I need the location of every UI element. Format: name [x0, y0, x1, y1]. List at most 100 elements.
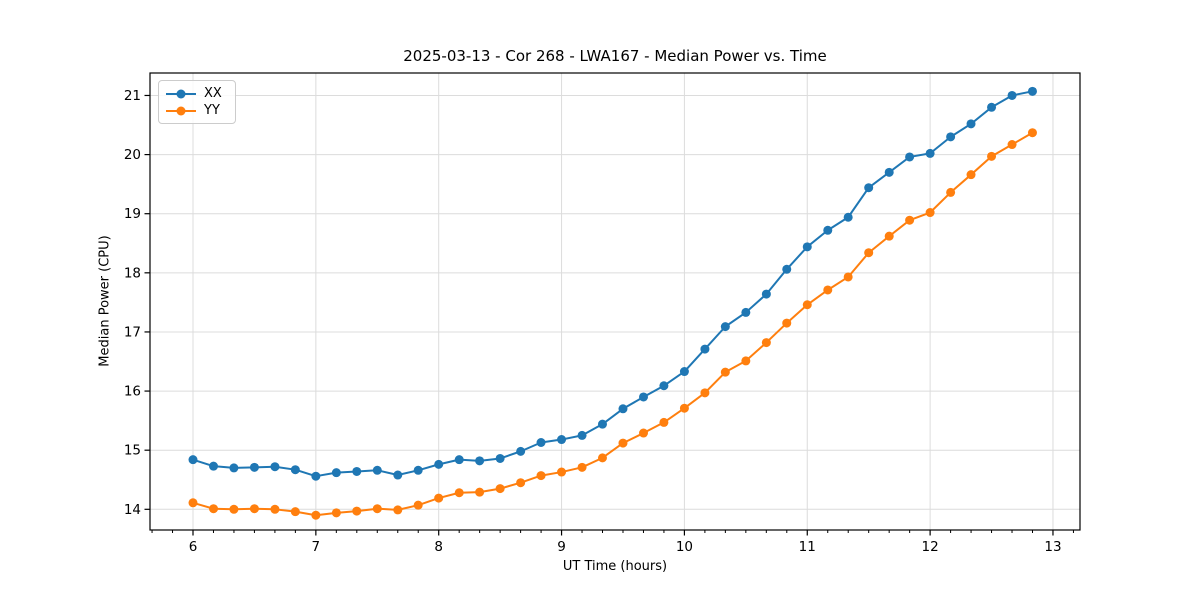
- y-tick-label: 21: [124, 88, 141, 104]
- data-point-yy: [454, 488, 464, 498]
- data-point-yy: [188, 498, 198, 508]
- legend-label-yy: YY: [204, 103, 220, 118]
- data-point-xx: [372, 465, 382, 475]
- data-point-xx: [393, 470, 403, 480]
- data-point-xx: [475, 456, 485, 466]
- data-point-xx: [761, 289, 771, 299]
- x-tick-label: 12: [922, 539, 939, 555]
- y-tick-label: 20: [124, 147, 141, 163]
- data-point-yy: [802, 300, 812, 310]
- data-point-yy: [618, 438, 628, 448]
- data-point-xx: [229, 463, 239, 473]
- data-point-yy: [270, 504, 280, 514]
- axes-spines: [149, 72, 1081, 531]
- data-point-yy: [393, 505, 403, 515]
- legend-item-yy: YY: [166, 102, 227, 119]
- data-point-yy: [577, 462, 587, 472]
- legend-line-marker-swatch: [166, 89, 196, 99]
- data-point-xx: [659, 381, 669, 391]
- legend: XX YY: [158, 80, 236, 124]
- x-tick-label: 9: [557, 539, 566, 555]
- y-tick-label: 19: [124, 206, 141, 222]
- x-tick-label: 11: [799, 539, 816, 555]
- data-point-yy: [741, 356, 751, 366]
- data-point-xx: [720, 322, 730, 332]
- data-point-xx: [311, 471, 321, 481]
- data-point-yy: [434, 493, 444, 503]
- data-point-xx: [884, 167, 894, 177]
- data-point-yy: [331, 508, 341, 518]
- data-point-xx: [352, 466, 362, 476]
- data-point-yy: [761, 338, 771, 348]
- y-axis-label: Median Power (CPU): [97, 235, 113, 367]
- data-point-yy: [884, 231, 894, 241]
- data-point-xx: [577, 430, 587, 440]
- data-point-yy: [557, 467, 567, 477]
- data-point-xx: [905, 152, 915, 162]
- data-point-yy: [864, 248, 874, 258]
- data-point-xx: [679, 367, 689, 377]
- data-point-yy: [987, 151, 997, 161]
- x-tick-label: 7: [312, 539, 321, 555]
- data-point-yy: [700, 388, 710, 398]
- data-point-yy: [290, 507, 300, 517]
- data-point-yy: [209, 504, 219, 514]
- data-point-xx: [639, 392, 649, 402]
- legend-line-marker-swatch: [166, 106, 196, 116]
- data-point-xx: [1007, 90, 1017, 100]
- data-point-xx: [557, 435, 567, 445]
- data-point-xx: [700, 344, 710, 354]
- data-point-xx: [516, 446, 526, 456]
- data-point-yy: [1027, 128, 1037, 138]
- data-point-yy: [720, 367, 730, 377]
- data-point-yy: [925, 208, 935, 218]
- data-point-yy: [823, 285, 833, 295]
- data-point-xx: [209, 461, 219, 471]
- data-point-yy: [311, 510, 321, 520]
- data-point-xx: [331, 468, 341, 478]
- y-tick-label: 15: [124, 443, 141, 459]
- data-point-xx: [741, 307, 751, 317]
- series-line-xx: [192, 90, 1033, 478]
- data-point-xx: [782, 264, 792, 274]
- data-point-xx: [454, 455, 464, 465]
- data-point-yy: [946, 187, 956, 197]
- legend-label-xx: XX: [204, 86, 222, 101]
- data-point-yy: [905, 215, 915, 225]
- data-point-xx: [434, 459, 444, 469]
- data-point-yy: [966, 170, 976, 180]
- data-point-yy: [249, 504, 259, 514]
- chart-title: 2025-03-13 - Cor 268 - LWA167 - Median P…: [403, 47, 827, 65]
- data-point-xx: [946, 132, 956, 142]
- y-tick-label: 16: [124, 384, 141, 400]
- data-point-yy: [679, 403, 689, 413]
- data-point-xx: [597, 419, 607, 429]
- data-point-yy: [229, 504, 239, 514]
- series-line-yy: [192, 131, 1033, 517]
- x-axis-label: UT Time (hours): [562, 559, 668, 574]
- y-tick-label: 14: [124, 502, 141, 518]
- data-point-yy: [782, 318, 792, 328]
- data-point-yy: [475, 487, 485, 497]
- data-point-xx: [966, 119, 976, 129]
- data-point-xx: [270, 462, 280, 472]
- data-point-yy: [597, 453, 607, 463]
- x-tick-label: 8: [434, 539, 443, 555]
- data-point-xx: [1027, 86, 1037, 96]
- data-point-xx: [618, 404, 628, 414]
- x-tick-label: 6: [189, 539, 198, 555]
- data-point-yy: [536, 471, 546, 481]
- data-point-xx: [925, 148, 935, 158]
- data-point-xx: [188, 455, 198, 465]
- data-point-xx: [413, 465, 423, 475]
- data-point-yy: [659, 417, 669, 427]
- data-point-yy: [1007, 140, 1017, 150]
- x-tick-label: 10: [676, 539, 693, 555]
- data-point-yy: [372, 504, 382, 514]
- data-point-yy: [495, 484, 505, 494]
- data-point-xx: [843, 212, 853, 222]
- data-point-xx: [495, 453, 505, 463]
- y-tick-label: 18: [124, 265, 141, 281]
